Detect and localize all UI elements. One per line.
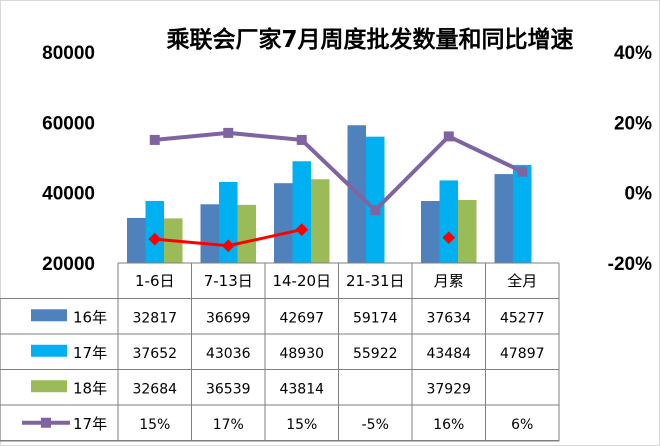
table-cell-value: 15%	[139, 417, 170, 433]
bar-17年-2	[292, 161, 311, 263]
legend-key-bar	[31, 344, 67, 357]
category-label: 21-31日	[346, 272, 405, 290]
table-cell-value: 32817	[132, 310, 177, 326]
category-label: 7-13日	[204, 272, 253, 290]
left-axis-tick-label: 40000	[42, 184, 95, 205]
bar-18年-1	[237, 204, 256, 263]
line-17年-0	[154, 130, 524, 213]
line-point-diamond	[221, 239, 235, 253]
legend-entry: 17年	[73, 344, 107, 362]
table-cell-value: 45277	[500, 310, 545, 326]
category-label: 月累	[434, 272, 464, 290]
bar-17年-3	[366, 136, 385, 263]
legend-key-bar	[31, 380, 67, 393]
legend-key-marker	[41, 417, 51, 428]
left-axis-tick-label: 80000	[42, 43, 95, 64]
bar-17年-1	[219, 181, 238, 263]
table-cell-value: 6%	[511, 417, 533, 433]
table-cell-value: 43484	[426, 346, 471, 362]
table-cell-value: 43036	[206, 346, 251, 362]
table-cell-value: 15%	[286, 417, 317, 433]
bar-18年-4	[458, 199, 477, 263]
table-cell-value: 17%	[213, 417, 244, 433]
bar-16年-4	[421, 200, 440, 263]
left-axis-ticks: 20000 40000 60000 80000	[42, 43, 95, 275]
table-cell-value: 59174	[353, 310, 398, 326]
legend-entry: 18年	[73, 379, 107, 397]
bar-18年-2	[311, 179, 330, 263]
legend-entry: 16年	[73, 308, 107, 326]
line-point-diamond	[148, 232, 162, 246]
bar-16年-2	[274, 183, 293, 263]
data-table: 1-6日 7-13日 14-20日 21-31日 月累 全月 16年 32817 36699 42…	[0, 262, 560, 442]
line-point-square	[370, 205, 381, 216]
legend-key-bar	[31, 309, 67, 322]
left-axis-tick-label: 60000	[42, 113, 95, 134]
right-axis-tick-label: 20%	[614, 113, 652, 134]
right-axis-tick-label: 40%	[614, 43, 652, 64]
bar-17年-5	[513, 164, 532, 263]
line-point-diamond	[442, 231, 456, 245]
left-axis-tick-label: 20000	[42, 254, 95, 275]
legend-entry: 17年	[73, 415, 107, 433]
category-label: 全月	[507, 272, 537, 290]
table-cell-value: 42697	[279, 310, 324, 326]
category-label: 14-20日	[272, 272, 331, 290]
table-cell-value: 36699	[206, 310, 251, 326]
line-point-square	[149, 134, 160, 145]
lines-layer	[148, 127, 528, 253]
category-label: 1-6日	[135, 272, 175, 290]
table-cell-value: 37634	[426, 310, 471, 326]
table-cell-value: 43814	[279, 381, 324, 397]
table-cell-value: 47897	[500, 346, 545, 362]
bar-16年-1	[200, 204, 219, 263]
table-cell-value: -5%	[362, 417, 389, 433]
right-axis-ticks: -20% 0% 20% 40%	[608, 43, 652, 275]
table-cell-value: 55922	[353, 346, 398, 362]
right-axis-tick-label: 0%	[625, 184, 653, 205]
table-cell-value: 37929	[426, 381, 471, 397]
chart-title: 乘联会厂家7月周度批发数量和同比增速	[165, 26, 573, 53]
bar-16年-0	[127, 217, 146, 263]
bar-17年-4	[439, 180, 458, 263]
right-axis-tick-label: -20%	[608, 254, 652, 275]
bar-17年-0	[145, 200, 164, 263]
line-point-diamond	[295, 223, 309, 236]
line-point-square	[223, 127, 234, 138]
line-point-square	[443, 131, 454, 142]
table-cell-value: 16%	[433, 417, 464, 433]
bar-16年-5	[494, 174, 513, 263]
table-cell-value: 48930	[279, 346, 324, 362]
table-cell-value: 36539	[206, 381, 251, 397]
table-cell-value: 32684	[132, 381, 177, 397]
table-cell-value: 37652	[132, 346, 177, 362]
line-point-square	[517, 166, 528, 177]
line-point-square	[296, 134, 307, 145]
